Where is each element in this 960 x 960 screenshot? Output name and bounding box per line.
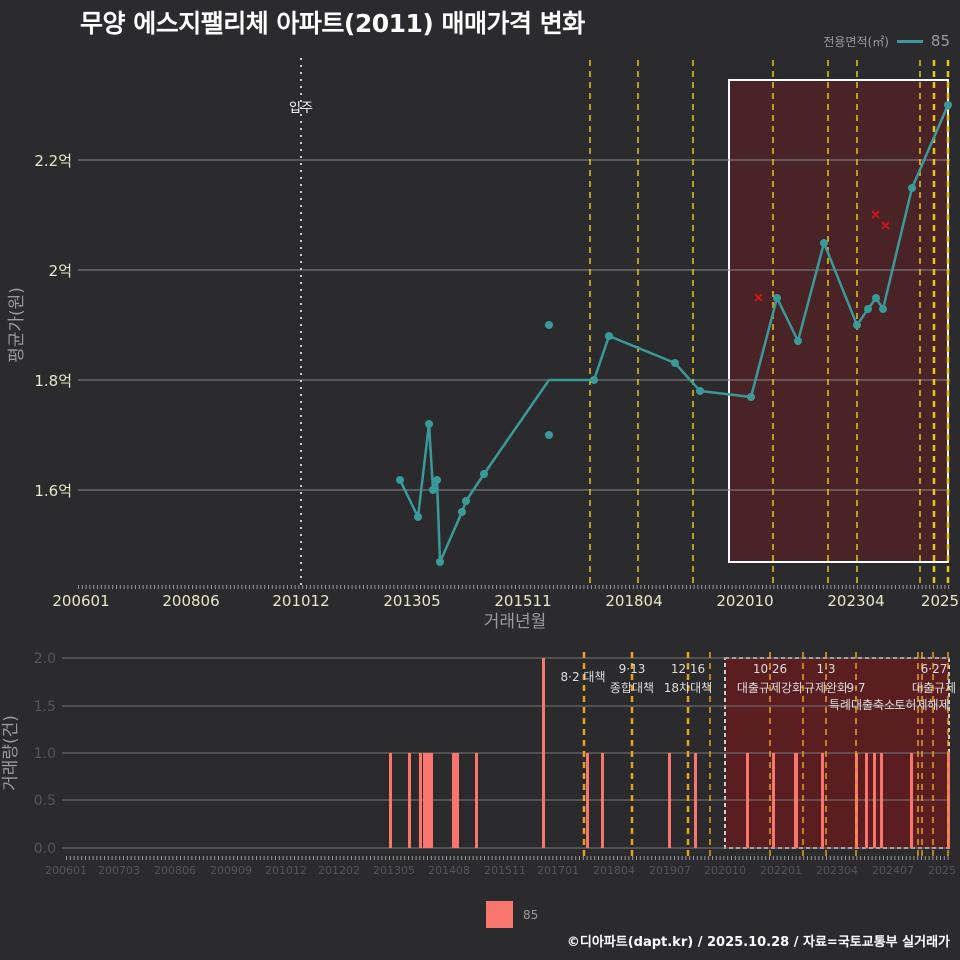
svg-text:2025: 2025 bbox=[921, 592, 959, 610]
svg-text:201202: 201202 bbox=[318, 864, 360, 877]
svg-text:201907: 201907 bbox=[649, 864, 691, 877]
price-points bbox=[396, 101, 952, 566]
svg-text:201804: 201804 bbox=[605, 592, 662, 610]
y-gridlines bbox=[78, 159, 950, 491]
legend-label: 전용면적(㎡) bbox=[823, 34, 889, 49]
top-legend: 전용면적(㎡) 85 bbox=[823, 32, 950, 50]
svg-text:202201: 202201 bbox=[760, 864, 802, 877]
svg-text:202407: 202407 bbox=[872, 864, 914, 877]
y-tick-labels: 2.2억 2억 1.8억 1.6억 bbox=[34, 152, 72, 500]
svg-text:201408: 201408 bbox=[428, 864, 470, 877]
svg-text:9·7: 9·7 bbox=[846, 681, 865, 695]
legend-value: 85 bbox=[930, 32, 950, 50]
svg-text:201511: 201511 bbox=[484, 864, 526, 877]
x-tick-labels: 200601 200806 201012 201305 201511 20180… bbox=[52, 592, 959, 610]
svg-text:201804: 201804 bbox=[593, 864, 635, 877]
svg-text:6·27: 6·27 bbox=[921, 662, 948, 676]
legend-line-icon bbox=[896, 39, 923, 43]
top-chart: 입주 bbox=[7, 58, 959, 632]
volume-bars bbox=[389, 658, 950, 848]
svg-text:201511: 201511 bbox=[494, 592, 551, 610]
policy-labels: 8·2 대책 9·13 종합대책 12·16 18차대책 10·26 대출규제강… bbox=[561, 662, 957, 712]
svg-text:1.8억: 1.8억 bbox=[34, 372, 72, 390]
legend-swatch-icon bbox=[486, 901, 513, 928]
svg-text:특례대출축소: 특례대출축소 bbox=[829, 698, 895, 712]
bottom-x-tick-labels: 200601 200703 200806 200909 201012 20120… bbox=[45, 864, 956, 877]
bottom-legend: 85 bbox=[486, 901, 538, 928]
svg-text:10·26: 10·26 bbox=[753, 662, 787, 676]
svg-text:종합대책: 종합대책 bbox=[610, 680, 654, 695]
svg-text:0.0: 0.0 bbox=[34, 841, 56, 857]
svg-text:201305: 201305 bbox=[383, 592, 440, 610]
bottom-y-gridlines bbox=[62, 657, 950, 849]
svg-text:9·13: 9·13 bbox=[619, 662, 646, 676]
svg-text:200703: 200703 bbox=[98, 864, 140, 877]
policy-lines bbox=[589, 60, 950, 588]
footer-credit: ©디아파트(dapt.kr) / 2025.10.28 / 자료=국토교통부 실… bbox=[566, 935, 950, 950]
bottom-chart: 8·2 대책 9·13 종합대책 12·16 18차대책 10·26 대출규제강… bbox=[1, 651, 956, 877]
svg-text:201701: 201701 bbox=[537, 864, 579, 877]
svg-text:1.5: 1.5 bbox=[34, 699, 56, 715]
svg-text:2025: 2025 bbox=[928, 864, 956, 877]
svg-text:202010: 202010 bbox=[704, 864, 746, 877]
svg-text:200806: 200806 bbox=[162, 592, 219, 610]
cancelled-deal-markers bbox=[754, 210, 890, 302]
svg-text:1.0: 1.0 bbox=[34, 746, 56, 762]
svg-text:202304: 202304 bbox=[816, 864, 858, 877]
svg-text:202010: 202010 bbox=[716, 592, 773, 610]
bottom-y-axis-title: 거래량(건) bbox=[1, 715, 21, 791]
svg-text:대출규제: 대출규제 bbox=[912, 681, 956, 695]
svg-text:8·2 대책: 8·2 대책 bbox=[561, 669, 606, 684]
bottom-legend-value: 85 bbox=[523, 907, 539, 922]
svg-text:201305: 201305 bbox=[373, 864, 415, 877]
svg-text:2.0: 2.0 bbox=[34, 651, 56, 667]
move-in-label: 입주 bbox=[289, 101, 313, 116]
svg-text:1.6억: 1.6억 bbox=[34, 482, 72, 500]
chart-title: 무양 에스지팰리체 아파트(2011) 매매가격 변화 bbox=[80, 9, 585, 38]
bottom-y-tick-labels: 2.0 1.5 1.0 0.5 0.0 bbox=[34, 651, 56, 857]
svg-text:201012: 201012 bbox=[265, 864, 307, 877]
svg-text:토허제해제: 토허제해제 bbox=[894, 698, 949, 712]
svg-text:202304: 202304 bbox=[827, 592, 884, 610]
svg-text:200601: 200601 bbox=[45, 864, 87, 877]
svg-text:12·16: 12·16 bbox=[671, 662, 705, 676]
svg-text:200806: 200806 bbox=[154, 864, 196, 877]
svg-text:1·3: 1·3 bbox=[816, 662, 835, 676]
x-axis-title: 거래년월 bbox=[484, 612, 547, 632]
svg-text:18차대책: 18차대책 bbox=[664, 680, 712, 695]
svg-text:대출규제강화: 대출규제강화 bbox=[737, 681, 803, 695]
svg-text:200601: 200601 bbox=[52, 592, 109, 610]
svg-text:201012: 201012 bbox=[272, 592, 329, 610]
svg-text:규제완화: 규제완화 bbox=[804, 681, 848, 695]
svg-text:2억: 2억 bbox=[49, 262, 72, 280]
svg-text:200909: 200909 bbox=[210, 864, 252, 877]
bottom-policy-lines bbox=[582, 652, 949, 860]
svg-text:0.5: 0.5 bbox=[34, 793, 56, 809]
svg-text:2.2억: 2.2억 bbox=[34, 152, 72, 170]
y-axis-title: 평균가(원) bbox=[7, 287, 27, 363]
